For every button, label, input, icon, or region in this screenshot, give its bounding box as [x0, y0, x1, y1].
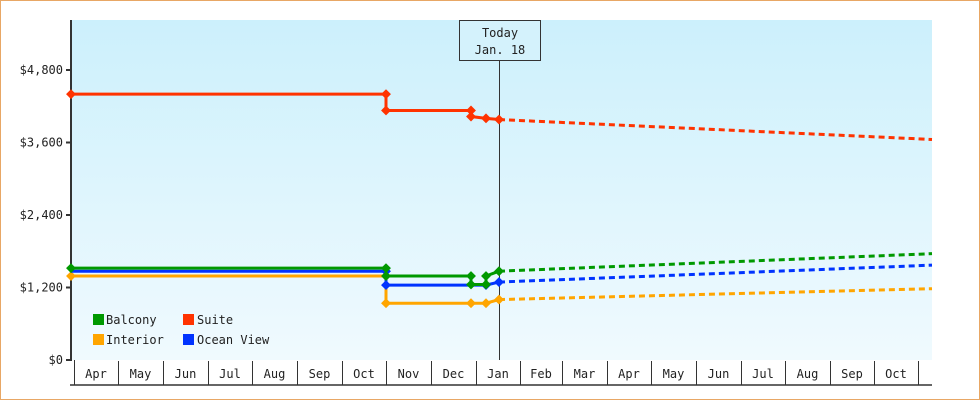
data-point[interactable]: [381, 271, 391, 281]
x-tick-label: Aug: [264, 367, 286, 381]
x-tick-label: Oct: [353, 367, 375, 381]
x-tick-label: Sep: [841, 367, 863, 381]
x-tick-label: May: [130, 367, 152, 381]
data-point[interactable]: [494, 277, 504, 288]
legend: Balcony Suite Interior Ocean View: [93, 313, 270, 347]
legend-label-suite: Suite: [197, 313, 233, 327]
data-point[interactable]: [481, 298, 491, 309]
forecast-line-interior: [498, 287, 933, 302]
x-tick-label: Aug: [797, 367, 819, 381]
legend-swatch-suite: [183, 314, 194, 325]
x-tick-label: Apr: [618, 367, 640, 381]
legend-label-ocean-view: Ocean View: [197, 333, 270, 347]
y-axis-ticks: $0 $1,200 $2,400 $3,600 $4,800: [20, 63, 71, 367]
x-tick-label: Mar: [574, 367, 596, 381]
x-tick-label: Dec: [443, 367, 465, 381]
data-point[interactable]: [466, 271, 476, 281]
data-point[interactable]: [381, 280, 391, 291]
forecast-line-suite: [498, 118, 933, 141]
x-axis-months: Apr May Jun Jul Aug Sep Oct Nov Dec Jan Feb Mar Apr M…: [74, 360, 919, 385]
x-tick-label: Jul: [219, 367, 241, 381]
today-label: Today: [482, 26, 518, 40]
x-tick-label: Jul: [752, 367, 774, 381]
y-tick-label: $2,400: [20, 208, 63, 222]
data-point[interactable]: [66, 89, 76, 100]
plot-area: [71, 20, 932, 360]
legend-swatch-interior: [93, 334, 104, 345]
legend-swatch-ocean-view: [183, 334, 194, 345]
y-tick-label: $0: [49, 353, 63, 367]
x-tick-label: Jan: [487, 367, 509, 381]
data-point[interactable]: [481, 271, 491, 281]
forecast-line-balcony: [498, 252, 933, 273]
forecast-line-ocean-view: [498, 263, 933, 284]
x-tick-label: Oct: [885, 367, 907, 381]
data-point[interactable]: [466, 279, 476, 290]
x-tick-label: Jun: [708, 367, 730, 381]
x-tick-label: May: [663, 367, 685, 381]
today-date: Jan. 18: [475, 43, 526, 57]
data-point[interactable]: [381, 263, 391, 274]
x-tick-label: Jun: [175, 367, 197, 381]
data-point[interactable]: [494, 294, 504, 305]
x-tick-label: Sep: [309, 367, 331, 381]
data-point[interactable]: [381, 298, 391, 309]
x-tick-label: Nov: [398, 367, 420, 381]
data-point[interactable]: [481, 279, 491, 290]
legend-swatch-balcony: [93, 314, 104, 325]
today-marker-box: [459, 20, 541, 61]
legend-label-balcony: Balcony: [106, 313, 157, 327]
y-tick-label: $4,800: [20, 63, 63, 77]
y-tick-label: $3,600: [20, 136, 63, 150]
x-tick-label: Feb: [530, 367, 552, 381]
y-tick-label: $1,200: [20, 281, 63, 295]
data-point[interactable]: [466, 298, 476, 309]
x-tick-label: Apr: [85, 367, 107, 381]
series-lines: [66, 89, 933, 309]
legend-label-interior: Interior: [106, 333, 164, 347]
data-point[interactable]: [494, 266, 504, 277]
